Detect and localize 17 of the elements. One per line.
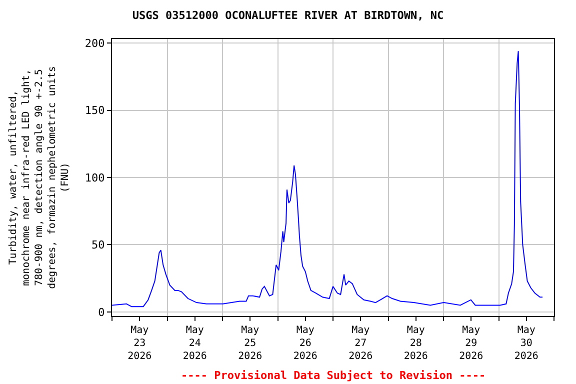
x-tick-label: May 27 2026 <box>348 325 373 362</box>
x-tick-label: May 24 2026 <box>182 325 207 362</box>
x-tick-label: May 29 2026 <box>459 325 484 362</box>
x-tick-label: May 30 2026 <box>514 325 538 362</box>
y-axis-title: Turbidity, water, unfiltered, monochrome near infra-red LED light, 780-900 nm, detection angle 90 +-2.5 degrees, formazin nephelometric units (FNU) <box>8 66 71 289</box>
text: ---- Provisional Data Subject to Revision ---- <box>181 369 486 382</box>
x-tick-label: May 25 2026 <box>238 325 262 362</box>
y-tick-label: 100 <box>84 171 105 184</box>
y-tick-label: 50 <box>92 238 105 252</box>
line-series <box>112 50 543 308</box>
y-tick-label: 200 <box>84 36 105 50</box>
x-tick-label: May 28 2026 <box>404 325 428 362</box>
y-tick-label: 0 <box>98 306 105 319</box>
x-tick-label: May 23 2026 <box>128 325 152 362</box>
chart-title: USGS 03512000 OCONALUFTEE RIVER AT BIRDTOWN, NC <box>132 9 444 22</box>
y-tick-label: 150 <box>84 104 105 118</box>
x-tick-label: May 26 2026 <box>293 325 318 362</box>
